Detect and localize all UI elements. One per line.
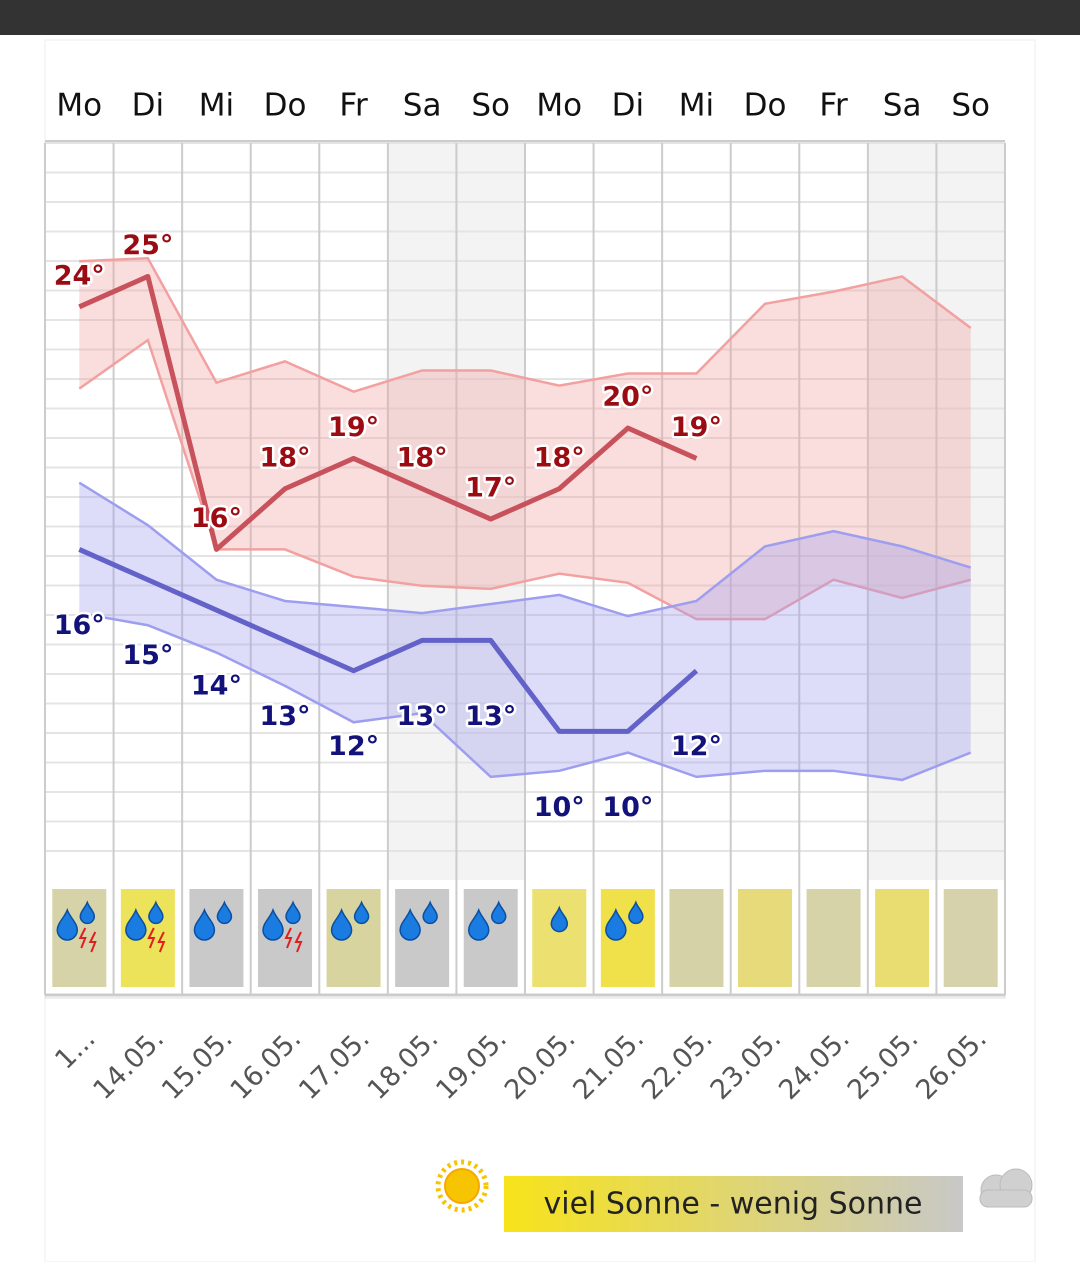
- sunshine-box: [875, 889, 930, 987]
- day-label: Do: [264, 88, 307, 124]
- lightning: [147, 927, 166, 953]
- rain-drop: [353, 900, 370, 925]
- band-edge: [78, 338, 972, 621]
- sunshine-box: [738, 889, 792, 987]
- value-label: 19°: [328, 412, 379, 443]
- legend-gradient: [504, 1176, 963, 1232]
- temp-line: [78, 273, 698, 552]
- rain-drop: [550, 905, 569, 933]
- value-label: 16°: [191, 503, 242, 534]
- rain-drop: [605, 907, 627, 941]
- rain-drop: [56, 907, 79, 941]
- legend-text: viel Sonne - wenig Sonne: [544, 1187, 923, 1222]
- value-label: 24°: [54, 260, 105, 291]
- day-label: Do: [744, 88, 787, 124]
- value-label: 13°: [259, 701, 310, 732]
- legend: viel Sonne - wenig Sonne: [435, 1159, 1033, 1232]
- sunshine-box: [806, 889, 861, 987]
- value-label: 12°: [328, 731, 379, 762]
- rain-drop: [148, 900, 164, 925]
- day-label: Mi: [199, 88, 234, 124]
- rain-drop: [193, 907, 216, 941]
- value-label: 19°: [671, 412, 722, 443]
- weekend-shade: [867, 143, 937, 880]
- value-label: 20°: [602, 382, 653, 413]
- rain-drop: [125, 907, 147, 941]
- lightning: [284, 927, 303, 953]
- weekend-shade: [936, 143, 1005, 880]
- value-label: 25°: [122, 230, 173, 261]
- sunshine-box: [943, 889, 998, 987]
- day-label: Fr: [339, 88, 368, 124]
- rain-drop: [330, 907, 353, 941]
- value-label: 16°: [54, 610, 105, 641]
- cloud-icon: [979, 1168, 1033, 1208]
- value-label: 15°: [122, 640, 173, 671]
- rain-drop: [422, 900, 438, 925]
- value-label: 12°: [671, 731, 722, 762]
- weekend-shade: [387, 143, 457, 880]
- sun-icon: [444, 1168, 480, 1204]
- day-label: So: [951, 88, 990, 124]
- value-label: 14°: [191, 671, 242, 702]
- value-label: 13°: [397, 701, 448, 732]
- day-label: So: [471, 88, 510, 124]
- day-label: Sa: [403, 88, 442, 124]
- day-label: Mi: [679, 88, 714, 124]
- value-label: 18°: [259, 442, 310, 473]
- band-edge: [79, 256, 972, 394]
- rain-drop: [490, 900, 507, 925]
- value-label: 17°: [465, 473, 516, 504]
- temp-band: [79, 258, 971, 620]
- status-bar: [0, 0, 1080, 35]
- day-label: Mo: [536, 88, 582, 124]
- sunshine-box: [669, 889, 724, 987]
- value-label: 10°: [602, 792, 653, 823]
- day-label: Mo: [56, 88, 102, 124]
- band-edge: [78, 481, 972, 618]
- rain-drop: [79, 900, 96, 925]
- rain-drop: [285, 900, 301, 925]
- rain-drop: [399, 907, 421, 941]
- rain-drop: [467, 907, 490, 941]
- rain-drop: [628, 900, 644, 925]
- value-label: 18°: [534, 442, 585, 473]
- day-label: Di: [612, 88, 644, 124]
- value-label: 13°: [465, 701, 516, 732]
- sun-rays: [435, 1159, 489, 1213]
- sunshine-box: [532, 889, 587, 987]
- day-label: Di: [132, 88, 164, 124]
- rain-drop: [216, 900, 233, 925]
- day-label: Fr: [819, 88, 848, 124]
- band-edge: [79, 611, 972, 782]
- day-label: Sa: [883, 88, 922, 124]
- value-label: 18°: [397, 442, 448, 473]
- rain-drop: [262, 907, 284, 941]
- temp-line: [78, 547, 699, 734]
- temp-band: [79, 482, 971, 780]
- lightning: [78, 927, 97, 953]
- plot: Mo1...Di14.05.Mi15.05.Do16.05.Fr17.05.Sa…: [44, 88, 1006, 1106]
- value-label: 10°: [534, 792, 585, 823]
